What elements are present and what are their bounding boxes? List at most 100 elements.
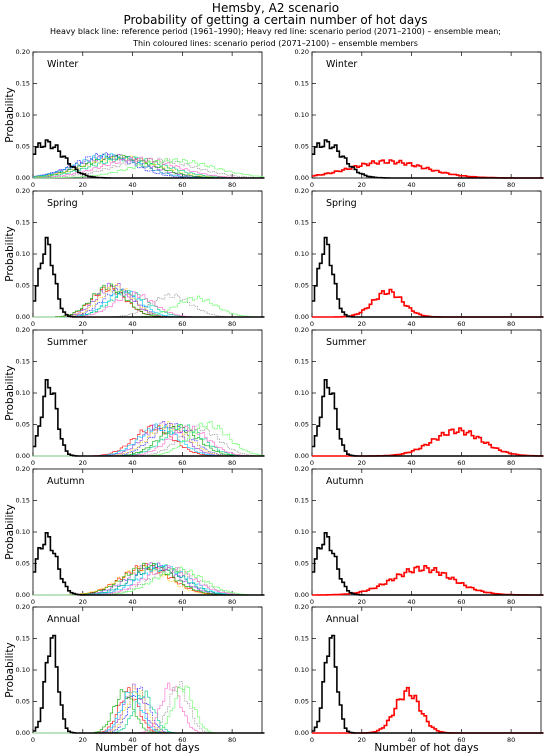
panel-spring-left: 0.00 0.05 0.10 0.15 0.20 0 20 40 60 80 Spring Proba… (4, 187, 265, 328)
x-tick-label: 80 (507, 459, 515, 467)
x-tick-label: 40 (128, 181, 136, 189)
panel-summer-left: 0.00 0.05 0.10 0.15 0.20 0 20 40 60 80 Summer Proba… (4, 326, 265, 467)
panel-autumn-right: 0.00 0.05 0.10 0.15 0.20 0 20 40 60 80 Autumn (295, 465, 544, 606)
x-tick-label: 40 (128, 320, 136, 328)
y-tick-label: 0.05 (16, 143, 30, 151)
ensemble-member-line (33, 283, 265, 318)
reference-line (33, 634, 265, 734)
y-tick-label: 0.05 (295, 698, 309, 706)
x-tick-label: 20 (358, 598, 366, 606)
reference-line (33, 236, 265, 318)
reference-line (312, 379, 544, 457)
x-tick-label: 0 (310, 459, 314, 467)
x-tick-label: 40 (407, 181, 415, 189)
x-tick-label: 0 (31, 320, 35, 328)
y-tick-label: 0.10 (16, 666, 30, 674)
x-tick-label: 20 (79, 459, 87, 467)
ensemble-member-line (33, 685, 265, 734)
ensemble-member-line (33, 682, 265, 734)
chart-subtitle: Probability of getting a certain number … (123, 13, 428, 27)
y-tick-label: 0.20 (16, 465, 30, 473)
x-tick-label: 60 (178, 459, 186, 467)
y-axis-label: Probability (4, 504, 16, 560)
y-tick-label: 0.15 (295, 497, 309, 505)
ensemble-member-line (33, 687, 265, 734)
panel-winter-left: 0.00 0.05 0.10 0.15 0.20 0 20 40 60 80 Winter Proba… (4, 48, 265, 189)
x-tick-label: 0 (310, 181, 314, 189)
x-tick-label: 60 (178, 736, 186, 744)
x-tick-label: 80 (507, 181, 515, 189)
reference-line (312, 532, 544, 596)
x-tick-label: 80 (228, 598, 236, 606)
y-tick-label: 0.10 (16, 250, 30, 258)
y-tick-label: 0.15 (16, 80, 30, 88)
x-tick-label: 20 (358, 736, 366, 744)
y-tick-label: 0.05 (295, 282, 309, 290)
y-tick-label: 0.00 (295, 452, 309, 460)
y-tick-label: 0.00 (295, 174, 309, 182)
y-tick-label: 0.20 (295, 603, 309, 611)
ensemble-member-line (33, 424, 265, 457)
y-tick-label: 0.00 (295, 313, 309, 321)
x-tick-label: 0 (310, 736, 314, 744)
y-tick-label: 0.20 (295, 48, 309, 56)
x-tick-label: 80 (228, 320, 236, 328)
ensemble-member-line (33, 690, 265, 734)
x-tick-label: 60 (457, 736, 465, 744)
season-label: Autumn (326, 476, 364, 487)
x-tick-label: 80 (228, 459, 236, 467)
x-tick-label: 0 (310, 320, 314, 328)
y-tick-label: 0.15 (295, 219, 309, 227)
x-tick-label: 20 (79, 736, 87, 744)
x-tick-label: 60 (178, 181, 186, 189)
x-tick-label: 40 (407, 320, 415, 328)
panel-annual-left: 0.00 0.05 0.10 0.15 0.20 0 20 40 60 80 Annual Proba… (4, 603, 265, 754)
y-tick-label: 0.00 (16, 452, 30, 460)
y-tick-label: 0.10 (295, 528, 309, 536)
season-label: Winter (47, 59, 78, 70)
panel-summer-right: 0.00 0.05 0.10 0.15 0.20 0 20 40 60 80 Summer (295, 326, 544, 467)
x-tick-label: 40 (128, 736, 136, 744)
y-tick-label: 0.15 (295, 635, 309, 643)
chart-title: Hemsby, A2 scenario (211, 1, 340, 15)
x-tick-label: 60 (457, 459, 465, 467)
panel-annual-right: 0.00 0.05 0.10 0.15 0.20 0 20 40 60 80 Annual Numbe… (295, 603, 544, 754)
ensemble-member-line (33, 156, 265, 179)
ensemble-member-line (33, 293, 265, 318)
y-tick-label: 0.15 (16, 497, 30, 505)
x-tick-label: 80 (507, 598, 515, 606)
y-tick-label: 0.05 (295, 560, 309, 568)
y-tick-label: 0.00 (295, 729, 309, 737)
x-tick-label: 20 (358, 181, 366, 189)
y-tick-label: 0.10 (295, 111, 309, 119)
y-tick-label: 0.10 (295, 389, 309, 397)
x-tick-label: 0 (31, 181, 35, 189)
x-tick-label: 20 (358, 320, 366, 328)
x-tick-label: 40 (407, 598, 415, 606)
plot-frame (311, 606, 542, 734)
y-tick-label: 0.10 (295, 666, 309, 674)
x-axis-label: Number of hot days (374, 742, 478, 754)
y-tick-label: 0.15 (295, 358, 309, 366)
season-label: Winter (326, 59, 357, 70)
season-label: Autumn (47, 476, 85, 487)
plot-frame (311, 468, 542, 596)
ensemble-member-line (33, 158, 265, 179)
y-tick-label: 0.00 (16, 174, 30, 182)
panel-winter-right: 0.00 0.05 0.10 0.15 0.20 0 20 40 60 80 Winter (295, 48, 544, 189)
y-tick-label: 0.00 (16, 313, 30, 321)
reference-line (312, 139, 544, 179)
y-tick-label: 0.20 (16, 187, 30, 195)
x-tick-label: 20 (79, 320, 87, 328)
plot-frame (32, 190, 263, 318)
y-tick-label: 0.20 (295, 465, 309, 473)
y-tick-label: 0.10 (16, 528, 30, 536)
ensemble-mean-line (312, 288, 544, 318)
y-tick-label: 0.05 (16, 282, 30, 290)
x-tick-label: 0 (31, 598, 35, 606)
y-tick-label: 0.15 (295, 80, 309, 88)
y-tick-label: 0.10 (295, 250, 309, 258)
reference-line (312, 634, 544, 734)
x-tick-label: 40 (128, 459, 136, 467)
